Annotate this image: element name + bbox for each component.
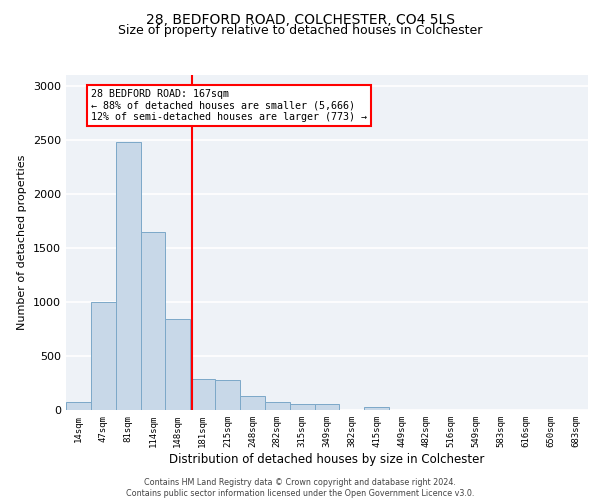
Bar	[116, 142, 140, 410]
Bar	[240, 396, 265, 410]
Bar	[91, 302, 116, 410]
Text: Size of property relative to detached houses in Colchester: Size of property relative to detached ho…	[118, 24, 482, 37]
Text: 28 BEDFORD ROAD: 167sqm
← 88% of detached houses are smaller (5,666)
12% of semi: 28 BEDFORD ROAD: 167sqm ← 88% of detache…	[91, 89, 367, 122]
Y-axis label: Number of detached properties: Number of detached properties	[17, 155, 28, 330]
Text: Contains HM Land Registry data © Crown copyright and database right 2024.
Contai: Contains HM Land Registry data © Crown c…	[126, 478, 474, 498]
Bar	[265, 402, 290, 410]
Bar	[66, 402, 91, 410]
Bar	[215, 380, 240, 410]
Bar	[364, 407, 389, 410]
Bar	[314, 404, 340, 410]
Bar	[290, 404, 314, 410]
Text: 28, BEDFORD ROAD, COLCHESTER, CO4 5LS: 28, BEDFORD ROAD, COLCHESTER, CO4 5LS	[146, 12, 455, 26]
Bar	[140, 232, 166, 410]
Bar	[166, 319, 190, 410]
X-axis label: Distribution of detached houses by size in Colchester: Distribution of detached houses by size …	[169, 452, 485, 466]
Bar	[190, 379, 215, 410]
